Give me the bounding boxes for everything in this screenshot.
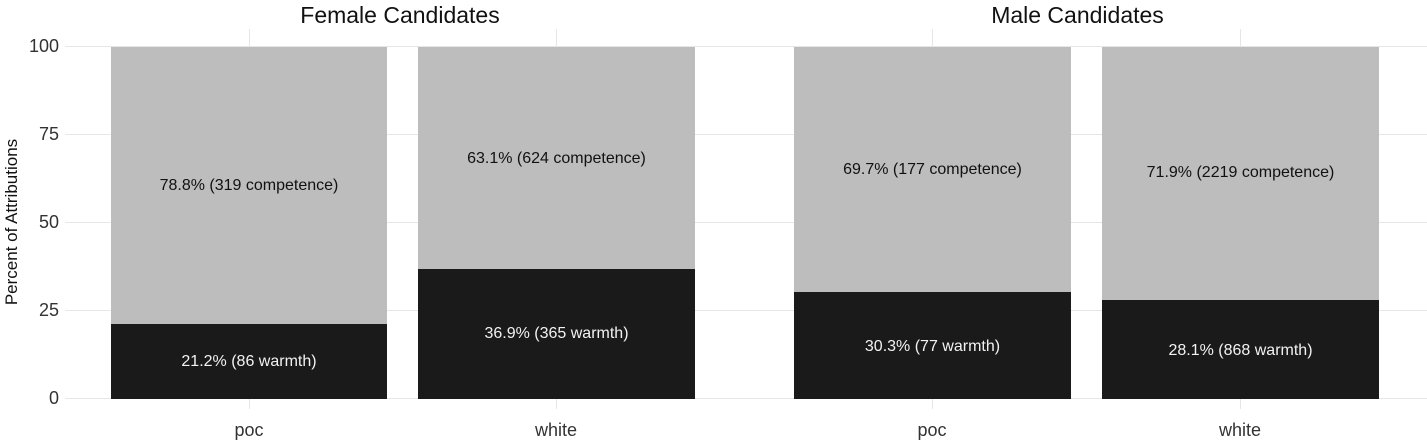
bar-segment-warmth [418, 269, 695, 399]
bar-segment-competence [794, 47, 1071, 292]
y-tick-50: 50 [38, 212, 59, 232]
y-tick-25: 25 [38, 300, 59, 320]
competence-label: 78.8% (319 competence) [159, 177, 339, 194]
panel-title: Male Candidates [991, 2, 1164, 28]
y-tick-0: 0 [48, 388, 59, 408]
gridline [65, 310, 735, 311]
x-tick-poc: poc [917, 420, 947, 440]
gridline [65, 398, 735, 399]
panel-title: Female Candidates [300, 2, 500, 28]
bar-segment-warmth [111, 324, 387, 399]
competence-label: 69.7% (177 competence) [843, 161, 1022, 178]
bar-segment-competence [1102, 47, 1379, 300]
gridline [65, 46, 735, 47]
warmth-label: 36.9% (365 warmth) [484, 325, 629, 342]
gridline [735, 398, 1427, 399]
competence-label: 71.9% (2219 competence) [1146, 164, 1335, 181]
warmth-label: 21.2% (86 warmth) [181, 353, 317, 370]
y-tick-75: 75 [38, 124, 59, 144]
bar-segment-competence [111, 47, 387, 324]
warmth-label: 28.1% (868 warmth) [1168, 342, 1313, 359]
x-tick-white: white [1218, 420, 1262, 440]
y-tick-100: 100 [28, 36, 59, 56]
x-tick-poc: poc [234, 420, 264, 440]
gridline [735, 222, 1427, 223]
bar-segment-warmth [794, 292, 1071, 399]
bar-segment-competence [418, 47, 695, 269]
bar-segment-warmth [1102, 300, 1379, 399]
warmth-label: 30.3% (77 warmth) [864, 338, 1001, 355]
gridline [735, 134, 1427, 135]
x-tick-white: white [534, 420, 578, 440]
gridline [735, 46, 1427, 47]
gridline [65, 134, 735, 135]
gridline [735, 310, 1427, 311]
competence-label: 63.1% (624 competence) [467, 150, 646, 167]
gridline [65, 222, 735, 223]
